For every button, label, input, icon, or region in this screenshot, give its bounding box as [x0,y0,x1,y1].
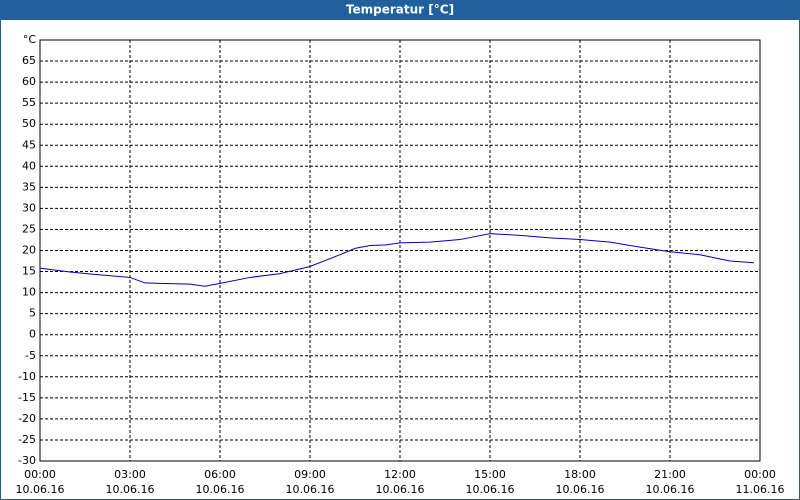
y-tick-label: 25 [22,222,36,235]
y-tick-label: 30 [22,201,36,214]
y-tick-label: -15 [18,391,36,404]
x-tick-date: 10.06.16 [466,483,515,496]
x-tick-label: 09:00 [294,468,326,481]
y-tick-label: 20 [22,244,36,257]
y-tick-label: -10 [18,370,36,383]
title-bar [0,0,800,20]
y-tick-label: 45 [22,138,36,151]
x-tick-label: 21:00 [654,468,686,481]
y-tick-label: -30 [18,454,36,467]
y-tick-label: -20 [18,412,36,425]
y-tick-label: -25 [18,433,36,446]
x-tick-label: 18:00 [564,468,596,481]
y-tick-label: 55 [22,96,36,109]
y-tick-label: 15 [22,265,36,278]
x-tick-label: 12:00 [384,468,416,481]
y-tick-label: 5 [29,307,36,320]
y-tick-label: -5 [25,349,36,362]
chart-title: Temperatur [°C] [346,3,454,17]
x-tick-date: 11.06.16 [736,483,785,496]
x-tick-label: 06:00 [204,468,236,481]
y-tick-label: 60 [22,75,36,88]
y-tick-label: 35 [22,180,36,193]
x-tick-date: 10.06.16 [106,483,155,496]
x-tick-date: 10.06.16 [646,483,695,496]
x-tick-date: 10.06.16 [376,483,425,496]
x-tick-date: 10.06.16 [196,483,245,496]
x-tick-date: 10.06.16 [286,483,335,496]
x-tick-label: 03:00 [114,468,146,481]
x-tick-label: 00:00 [24,468,56,481]
x-tick-label: 15:00 [474,468,506,481]
x-tick-date: 10.06.16 [556,483,605,496]
x-tick-date: 10.06.16 [16,483,65,496]
y-tick-label: 65 [22,54,36,67]
y-tick-label: °C [23,33,37,46]
plot-border [39,39,761,462]
y-tick-label: 40 [22,159,36,172]
data-line [39,233,755,287]
y-tick-label: 10 [22,286,36,299]
y-tick-label: 50 [22,117,36,130]
x-tick-label: 00:00 [744,468,776,481]
y-tick-label: 0 [29,328,36,341]
